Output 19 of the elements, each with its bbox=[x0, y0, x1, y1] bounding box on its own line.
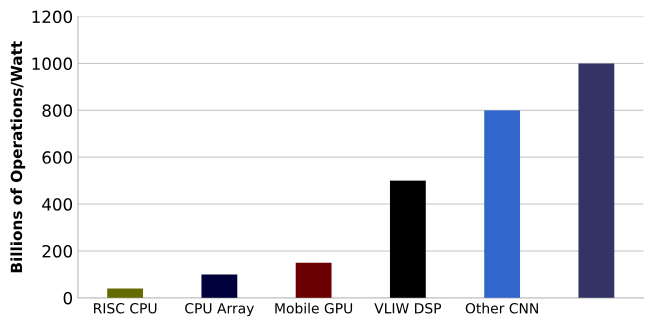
y-tick-label: 1200 bbox=[32, 10, 72, 24]
bar bbox=[201, 274, 238, 298]
y-tick-label: 600 bbox=[42, 151, 72, 164]
bar bbox=[484, 110, 520, 298]
bar bbox=[296, 262, 332, 298]
x-tick-label: Other CNN bbox=[466, 302, 538, 314]
y-tick-label: 1000 bbox=[32, 57, 72, 70]
x-tick-label: VLIW DSP bbox=[374, 303, 442, 314]
y-axis-title: Billions of Operations/Watt bbox=[10, 41, 26, 272]
y-tick-label: 200 bbox=[42, 244, 72, 258]
y-tick-label: 800 bbox=[42, 104, 72, 117]
x-tick-label: RISC CPU bbox=[94, 303, 156, 314]
y-tick-label: 400 bbox=[42, 198, 72, 211]
bar bbox=[390, 180, 426, 298]
bar bbox=[578, 63, 614, 298]
y-tick-label: 0 bbox=[64, 292, 72, 304]
x-tick-label: CPU Array bbox=[185, 303, 254, 316]
bar bbox=[107, 288, 144, 298]
x-tick-label: Mobile GPU bbox=[275, 302, 352, 314]
